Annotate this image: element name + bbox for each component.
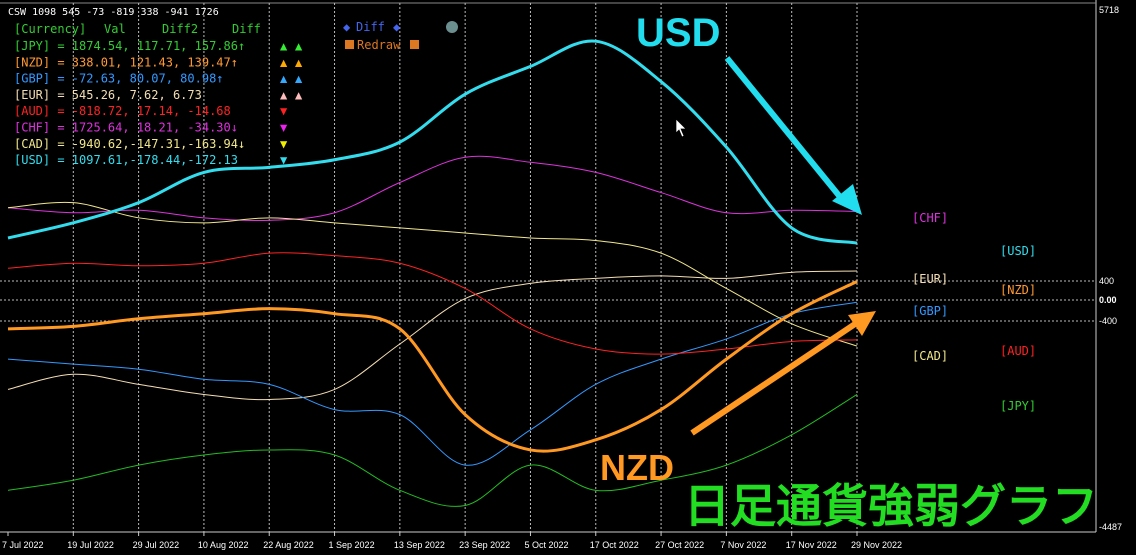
trend-icon: ▼ [280, 121, 288, 135]
table-row-text: [AUD] = -818.72, 17.14, -14.68 [14, 104, 231, 118]
table-header-2: Diff2 [162, 22, 198, 36]
right-label-nzd: [NZD] [1000, 283, 1036, 297]
table-row: [CAD] = -940.62,-147.31,-163.94↓ ▼ [14, 137, 288, 151]
right-currency-labels: [CHF] [USD] [EUR] [NZD] [GBP] [CAD] [AUD] [JPY] [912, 211, 1036, 413]
time-axis-label: 22 Aug 2022 [263, 540, 314, 550]
redraw-left-icon [345, 40, 354, 49]
redraw-right-icon [410, 40, 419, 49]
series-lines [7, 39, 858, 507]
time-axis-label: 23 Sep 2022 [459, 540, 510, 550]
table-row: [CHF] = 1725.64, 18.21, -34.30↓ ▼ [14, 121, 288, 135]
time-axis-labels: 7 Jul 2022 19 Jul 2022 29 Jul 2022 10 Aug 2… [2, 532, 902, 550]
series-line-usd [7, 39, 858, 245]
time-axis-label: 10 Aug 2022 [198, 540, 249, 550]
trend-icon: ▲ [280, 39, 288, 53]
price-top: 5718 [1099, 5, 1119, 15]
trend-icon: ▲ [295, 55, 303, 69]
diff-right-icon: ◆ [393, 20, 401, 34]
jp-title: 日足通貨強弱グラフ [684, 480, 1098, 532]
series-line-cad [7, 201, 858, 347]
diff-label: Diff [356, 20, 385, 34]
series-line-eur [7, 270, 858, 401]
table-row-text: [CHF] = 1725.64, 18.21, -34.30↓ [14, 121, 238, 135]
trend-icon: ▲ [295, 72, 303, 86]
right-label-gbp: [GBP] [912, 304, 948, 318]
redraw-button[interactable]: Redraw [345, 38, 419, 52]
time-axis-label: 19 Jul 2022 [67, 540, 114, 550]
trend-icon: ▼ [280, 153, 288, 167]
controls: ◆ Diff ◆ Redraw [343, 20, 458, 52]
price-axis: 5718 400 0.00 -400 -4487 [1099, 5, 1122, 532]
table-row-text: [GBP] = -72.63, 80.07, 80.98↑ [14, 72, 224, 86]
right-label-chf: [CHF] [912, 211, 948, 225]
series-line-aud [7, 252, 858, 355]
trend-icon: ▲ [280, 55, 288, 69]
trend-icon: ▲ [295, 88, 303, 102]
trend-icon: ▲ [280, 72, 288, 86]
diff-left-icon: ◆ [343, 20, 351, 34]
trend-icon: ▼ [280, 137, 288, 151]
table-row: [AUD] = -818.72, 17.14, -14.68 ▼ [14, 104, 288, 118]
table-header-3: Diff [232, 22, 261, 36]
table-row-text: [NZD] = 338.01, 121.43, 139.47↑ [14, 55, 238, 69]
time-axis-label: 1 Sep 2022 [329, 540, 375, 550]
time-axis-label: 29 Nov 2022 [851, 540, 902, 550]
table-header-0: [Currency] [14, 22, 86, 36]
price-bottom: -4487 [1099, 522, 1122, 532]
table-row-text: [EUR] = 545.26, 7.62, 6.73 [14, 88, 202, 102]
time-axis-label: 7 Nov 2022 [720, 540, 766, 550]
series-line-chf [7, 155, 858, 222]
usd-arrow-head-icon [832, 184, 862, 215]
redraw-label: Redraw [357, 38, 401, 52]
time-axis-label: 17 Oct 2022 [590, 540, 639, 550]
trend-icon: ▼ [280, 104, 288, 118]
usd-annotation: USD [636, 11, 720, 55]
right-label-cad: [CAD] [912, 349, 948, 363]
time-axis-label: 29 Jul 2022 [133, 540, 180, 550]
nzd-arrow-head-icon [848, 311, 876, 336]
right-label-aud: [AUD] [1000, 344, 1036, 358]
mouse-cursor-icon [675, 118, 687, 138]
time-axis-label: 13 Sep 2022 [394, 540, 445, 550]
currency-table: [Currency] Val Diff2 Diff [JPY] = 1874.54, 1… [14, 22, 303, 167]
time-axis-label: 5 Oct 2022 [524, 540, 568, 550]
diff-toggle[interactable]: ◆ Diff ◆ [343, 20, 401, 34]
price-level-pos: 400 [1099, 276, 1114, 286]
table-row: [EUR] = 545.26, 7.62, 6.73 ▲ ▲ [14, 88, 303, 102]
table-row-text: [CAD] = -940.62,-147.31,-163.94↓ [14, 137, 245, 151]
table-row-text: [USD] = 1097.61,-178.44,-172.13 [14, 153, 238, 167]
series-line-nzd [7, 280, 858, 453]
vertical-grid [72, 3, 858, 532]
time-axis-label: 17 Nov 2022 [786, 540, 837, 550]
chart-header: CSW 1098 545 -73 -819 338 -941 1726 [8, 7, 219, 18]
nzd-arrow-line [690, 319, 860, 436]
right-label-usd: [USD] [1000, 244, 1036, 258]
trend-icon: ▲ [280, 88, 288, 102]
trend-icon: ▲ [295, 39, 303, 53]
right-label-eur: [EUR] [912, 272, 948, 286]
nzd-annotation: NZD [600, 447, 674, 488]
usd-arrow-line [724, 56, 848, 205]
table-row: [NZD] = 338.01, 121.43, 139.47↑ ▲ ▲ [14, 55, 303, 69]
table-row: [USD] = 1097.61,-178.44,-172.13 ▼ [14, 153, 288, 167]
series-line-jpy [7, 394, 858, 507]
time-axis-label: 27 Oct 2022 [655, 540, 704, 550]
status-dot-icon[interactable] [446, 21, 458, 33]
table-header-1: Val [104, 22, 126, 36]
table-row: [JPY] = 1874.54, 117.71, 157.86↑ ▲ ▲ [14, 39, 303, 53]
price-level-zero: 0.00 [1099, 295, 1117, 305]
series-line-gbp [7, 301, 858, 466]
table-row: [GBP] = -72.63, 80.07, 80.98↑ ▲ ▲ [14, 72, 303, 86]
time-axis-label: 7 Jul 2022 [2, 540, 44, 550]
annotations: USD NZD 日足通貨強弱グラフ [600, 11, 1098, 532]
table-row-text: [JPY] = 1874.54, 117.71, 157.86↑ [14, 39, 245, 53]
price-level-neg: -400 [1099, 316, 1117, 326]
right-label-jpy: [JPY] [1000, 399, 1036, 413]
